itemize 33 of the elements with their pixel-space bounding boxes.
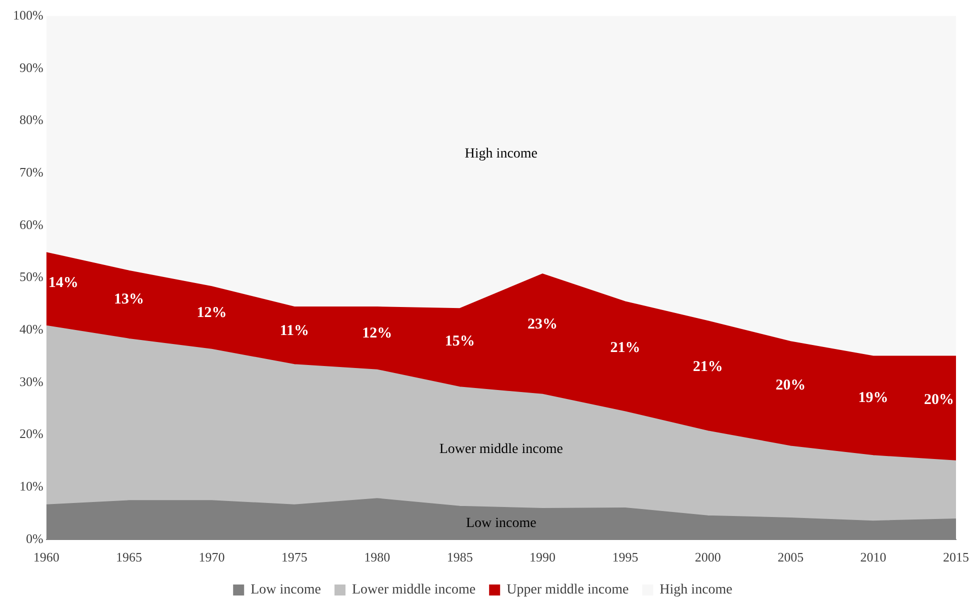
x-tick-label: 1965: [116, 550, 142, 565]
x-tick-label: 1975: [281, 550, 308, 565]
x-tick-label: 2000: [694, 550, 721, 565]
x-tick-label: 1970: [198, 550, 225, 565]
data-label: 19%: [858, 390, 888, 406]
y-tick-label: 70%: [19, 164, 44, 180]
legend-label: Low income: [250, 582, 321, 598]
y-tick-label: 60%: [19, 216, 44, 232]
y-tick-label: 0%: [26, 530, 44, 546]
y-tick-label: 20%: [19, 426, 44, 442]
y-tick-label: 100%: [12, 7, 44, 22]
y-tick-label: 30%: [19, 374, 44, 389]
legend-label: High income: [660, 582, 732, 598]
y-tick-label: 40%: [19, 321, 44, 336]
legend-label: Upper middle income: [506, 582, 629, 598]
data-label: 20%: [924, 392, 954, 408]
text: Low income: [466, 516, 536, 532]
x-tick-label: 2015: [943, 550, 969, 565]
y-tick-label: 50%: [19, 269, 44, 284]
x-tick-label: 1980: [364, 550, 390, 565]
x-tick-label: 2010: [860, 550, 886, 565]
x-tick-label: 1960: [33, 550, 60, 565]
y-tick-label: 90%: [19, 60, 44, 75]
x-tick-label: 1995: [612, 550, 638, 565]
y-tick-label: 80%: [19, 112, 44, 128]
x-tick-label: 2005: [778, 550, 804, 565]
y-tick-label: 10%: [19, 478, 44, 494]
legend-label: Lower middle income: [352, 582, 476, 598]
text: Lower middle income: [439, 442, 563, 457]
data-label: 20%: [776, 377, 806, 394]
x-tick-label: 1990: [530, 550, 556, 565]
data-label: 21%: [692, 359, 723, 376]
x-tick-label: 1985: [446, 550, 473, 565]
